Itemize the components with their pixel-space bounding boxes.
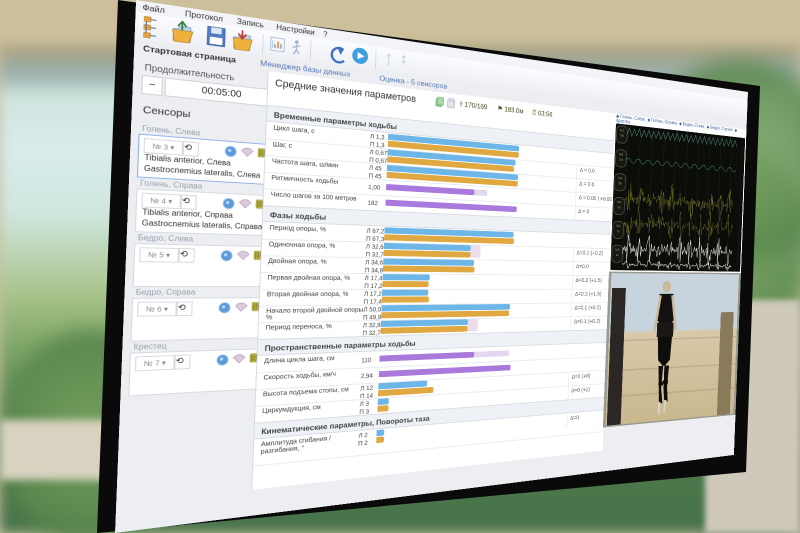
svg-text:⏱ 03:56: ⏱ 03:56 [532, 109, 553, 118]
svg-text:⚕ 170/169: ⚕ 170/169 [459, 100, 487, 111]
svg-text:⚑ 183.0м: ⚑ 183.0м [497, 105, 524, 115]
